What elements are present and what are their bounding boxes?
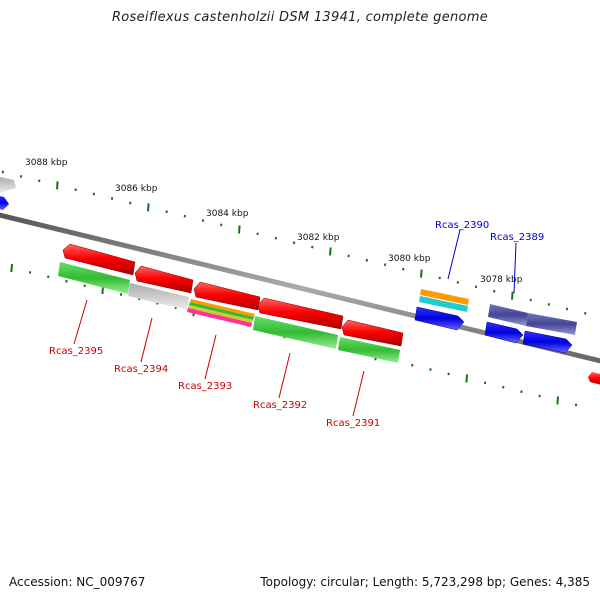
edge-feature-red: [588, 372, 600, 385]
gene-arrow-rcas-2395[interactable]: [62, 243, 136, 276]
cog-bar-rcas-2390-cyan: [419, 296, 468, 312]
scale-label-3078: 3078 kbp: [480, 275, 523, 285]
leader-rcas-2393: [204, 334, 217, 380]
cog-bar-rcas-2392: [253, 316, 338, 349]
cog-bar-rcas-2393-orange: [190, 299, 255, 317]
label-leaders: [73, 229, 517, 417]
scale-ticks-upper: [1, 170, 587, 315]
gene-arrow-rcas-2392[interactable]: [257, 297, 344, 330]
gene-arrow-rcas-2394[interactable]: [134, 265, 194, 294]
edge-feature-blue: [0, 196, 9, 210]
gene-label-rcas-2392[interactable]: Rcas_2392: [253, 400, 307, 411]
cog-bar-rcas-2394: [128, 283, 189, 310]
gene-arrow-rcas-2390[interactable]: [414, 306, 465, 331]
genome-summary: Topology: circular; Length: 5,723,298 bp…: [260, 575, 590, 589]
cog-bar-rcas-2389-b: [526, 313, 577, 335]
gene-arrow-rcas-2389-a[interactable]: [484, 321, 524, 344]
map-title: Roseiflexus castenholzii DSM 13941, comp…: [111, 10, 489, 25]
scale-label-3086: 3086 kbp: [115, 184, 158, 194]
gene-arrow-rcas-2391[interactable]: [341, 319, 404, 347]
gene-label-rcas-2389[interactable]: Rcas_2389: [490, 232, 544, 243]
gene-label-rcas-2393[interactable]: Rcas_2393: [178, 381, 232, 392]
scale-label-3080: 3080 kbp: [388, 254, 431, 264]
scale-tick-lower-major: [10, 263, 13, 273]
scale-tick-upper-major: [56, 181, 59, 190]
gene-label-rcas-2391[interactable]: Rcas_2391: [326, 418, 380, 429]
leader-rcas-2391: [352, 370, 365, 417]
scale-label-3088: 3088 kbp: [25, 158, 68, 168]
gene-arrow-rcas-2389-b[interactable]: [522, 330, 573, 354]
scale-tick-upper-major: [420, 269, 423, 278]
cog-bar-rcas-2393-green: [189, 302, 254, 320]
leader-rcas-2389: [513, 242, 517, 294]
edge-feature-grey: [0, 177, 16, 193]
scale-tick-lower-major: [556, 396, 559, 405]
accession-label: Accession: NC_009767: [9, 575, 146, 589]
gene-label-rcas-2395[interactable]: Rcas_2395: [49, 346, 103, 357]
cog-bar-rcas-2389-a: [488, 304, 528, 326]
leader-rcas-2390: [447, 229, 461, 280]
scale-tick-upper-major: [511, 291, 514, 300]
scale-tick-upper-major: [147, 203, 150, 212]
cog-bar-rcas-2390-orange: [420, 289, 469, 305]
reverse-cds-track: [62, 243, 404, 347]
cog-bar-rcas-2393-yellow: [188, 305, 253, 323]
gene-label-rcas-2394[interactable]: Rcas_2394: [114, 364, 168, 375]
scale-label-3082: 3082 kbp: [297, 233, 340, 243]
gene-label-rcas-2390[interactable]: Rcas_2390: [435, 220, 489, 231]
leader-rcas-2395: [73, 299, 88, 345]
scale-tick-lower-major: [465, 374, 468, 383]
scale-tick-upper-major: [238, 225, 241, 234]
scale-label-3084: 3084 kbp: [206, 209, 249, 219]
reverse-cog-track: [58, 262, 400, 363]
cog-bar-rcas-2393-pink: [187, 308, 252, 327]
cog-bar-rcas-2395: [58, 262, 130, 294]
leader-rcas-2394: [140, 317, 153, 363]
forward-cog-track: [419, 289, 577, 335]
leader-rcas-2392: [278, 352, 291, 399]
scale-tick-upper-major: [329, 247, 332, 256]
cog-bar-rcas-2391: [338, 337, 400, 363]
forward-cds-track: [414, 306, 573, 354]
